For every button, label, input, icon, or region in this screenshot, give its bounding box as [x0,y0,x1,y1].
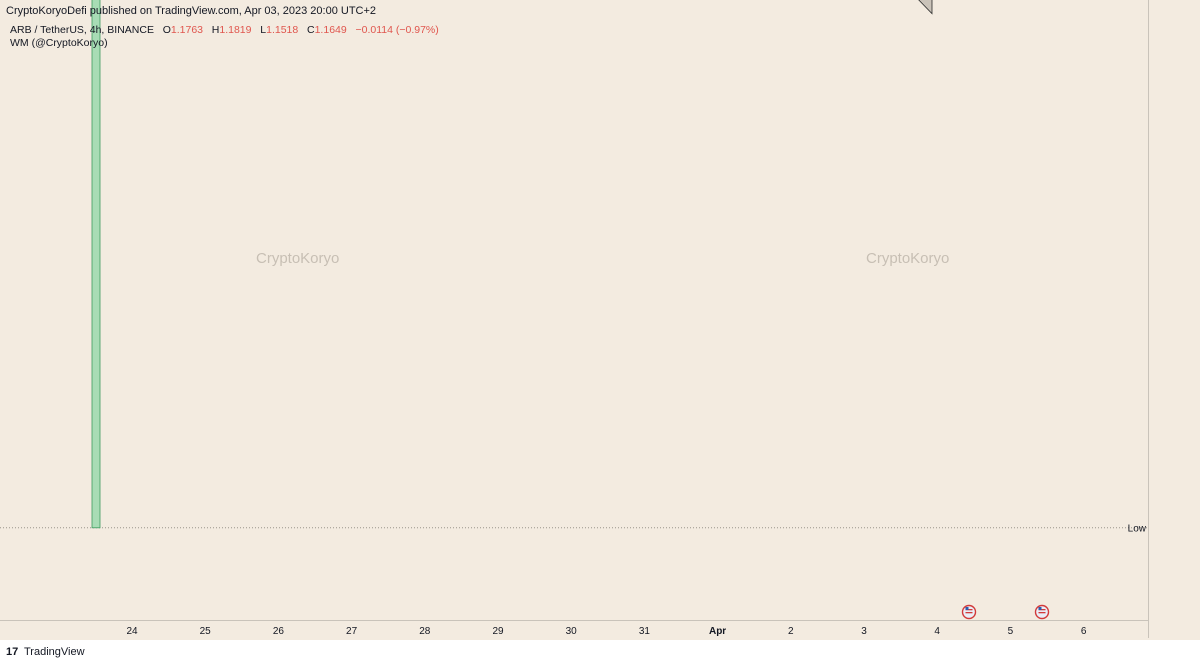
time-tick-label: 26 [273,626,285,637]
close-label: C [307,24,315,36]
us-flag-icon-stripe [965,609,973,611]
time-tick-label: 30 [566,626,578,637]
low-label: L [260,24,267,36]
footer: 17 TradingView [0,640,1200,664]
symbol-label[interactable]: ARB / TetherUS, 4h, BINANCE [10,24,154,36]
legend-ohlc: ARB / TetherUS, 4h, BINANCE O1.1763 H1.1… [10,24,439,36]
time-tick-label: 5 [1008,626,1014,637]
high-value: 1.1819 [219,24,252,36]
time-tick-label: 2 [788,626,794,637]
time-tick-label: 29 [492,626,504,637]
time-tick-label: 27 [346,626,358,637]
us-flag-icon-stripe [1038,609,1046,611]
time-tick-label: 28 [419,626,431,637]
time-axis[interactable] [0,620,1148,641]
us-flag-icon-stripe [1038,612,1046,614]
change-value: −0.0114 (−0.97%) [355,24,439,36]
watermark: CryptoKoryo [866,250,950,267]
extreme-label: Low [1128,523,1147,534]
open-label: O [162,24,171,36]
time-tick-label: 3 [861,626,867,637]
time-tick-label: 25 [200,626,212,637]
time-tick-label: 4 [934,626,940,637]
high-label: H [211,24,220,36]
time-tick-label: 24 [126,626,138,637]
open-value: 1.1763 [170,24,204,36]
close-value: 1.1649 [314,24,347,36]
indicator-label[interactable]: WM (@CryptoKoryo) [10,37,108,49]
us-flag-icon-canton [965,607,969,610]
footer-brand: TradingView [24,646,85,658]
time-tick-label: 6 [1081,626,1087,637]
low-value: 1.1518 [266,24,299,36]
time-tick-label: 31 [639,626,651,637]
watermark: CryptoKoryo [256,250,340,267]
descending-channel [918,0,933,15]
publish-info: CryptoKoryoDefi published on TradingView… [6,5,377,17]
time-tick-label: Apr [709,626,726,637]
tradingview-logo-icon: 17 [6,646,19,658]
us-flag-icon-stripe [965,612,973,614]
price-axis[interactable] [1148,0,1200,638]
us-flag-icon-canton [1038,607,1042,610]
candle-up [91,0,101,529]
